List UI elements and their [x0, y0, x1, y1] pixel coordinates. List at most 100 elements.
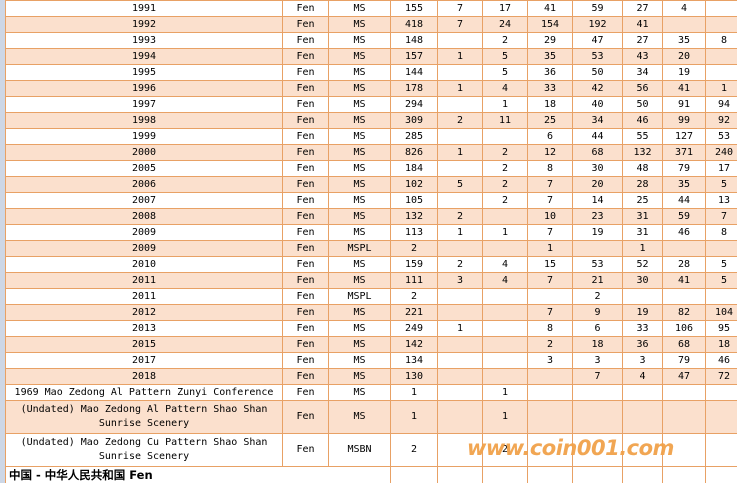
table-row: 1999 Fen MS 285 6 44 55 127 53 [5, 128, 737, 145]
table-row: 2018 Fen MS 130 7 4 47 72 [5, 368, 737, 385]
table-row: 1993 Fen MS 148 2 29 47 27 35 8 [5, 32, 737, 49]
cell-g70: 92 [705, 112, 737, 129]
table-row: 2015 Fen MS 142 2 18 36 68 18 [5, 336, 737, 353]
cell-g69 [662, 400, 706, 434]
cell-g70: 53 [705, 128, 737, 145]
cell-g70: 8 [705, 32, 737, 49]
cell-denom: Fen [282, 16, 329, 33]
cell-g66: 7 [527, 192, 573, 209]
cell-g66: 7 [527, 224, 573, 241]
cell-g66 [527, 433, 573, 467]
cell-g69: 35 [662, 176, 706, 193]
cell-g66 [527, 288, 573, 305]
table-row: 2012 Fen MS 221 7 9 19 82 104 [5, 304, 737, 321]
cell-year: 2007 [5, 192, 283, 209]
cell-g64 [437, 352, 483, 369]
cell-denom: Fen [282, 128, 329, 145]
cell-g68: 56 [622, 80, 663, 97]
cell-g65: 1 [482, 96, 528, 113]
cell-total: 105 [390, 192, 438, 209]
table-row: 1969 Mao Zedong Al Pattern Zunyi Confere… [5, 384, 737, 401]
table-row: (Undated) Mao Zedong Cu Pattern Shao Sha… [5, 433, 737, 467]
cell-year: 2018 [5, 368, 283, 385]
cell-g66: 15 [527, 256, 573, 273]
cell-g70: 5 [705, 272, 737, 289]
cell-symbol: MSPL [328, 240, 391, 257]
cell-year: (Undated) Mao Zedong Cu Pattern Shao Sha… [5, 433, 283, 467]
cell-g67: 20 [572, 176, 623, 193]
table-row: 2005 Fen MS 184 2 8 30 48 79 17 [5, 160, 737, 177]
cell-g65 [482, 352, 528, 369]
cell-denom: Fen [282, 224, 329, 241]
table-row: 2006 Fen MS 102 5 2 7 20 28 35 5 [5, 176, 737, 193]
cell-g67: 19 [572, 224, 623, 241]
cell-g70: 94 [705, 96, 737, 113]
cell-g67: 18 [572, 336, 623, 353]
cell-symbol: MS [328, 64, 391, 81]
cell-total: 1 [390, 400, 438, 434]
cell-g70 [705, 384, 737, 401]
cell-g66: 12 [527, 144, 573, 161]
cell-g70: 5 [705, 176, 737, 193]
cell-year: 2015 [5, 336, 283, 353]
cell-g65: 1 [482, 224, 528, 241]
cell-year: 2006 [5, 176, 283, 193]
cell-g66: 2 [527, 336, 573, 353]
cell-g64: 1 [437, 224, 483, 241]
cell-year: 1999 [5, 128, 283, 145]
cell-denom: Fen [282, 32, 329, 49]
cell-g65: 5 [482, 64, 528, 81]
cell-g70 [705, 16, 737, 33]
cell-g64: 3 [437, 272, 483, 289]
cell-g70: 46 [705, 352, 737, 369]
cell-g66: 8 [527, 320, 573, 337]
cell-symbol: MS [328, 352, 391, 369]
cell-denom: Fen [282, 336, 329, 353]
table-row: 2010 Fen MS 159 2 4 15 53 52 28 5 [5, 256, 737, 273]
cell-symbol: MS [328, 208, 391, 225]
cell-g65: 2 [482, 32, 528, 49]
cell-denom: Fen [282, 400, 329, 434]
cell-g67: 9 [572, 304, 623, 321]
cell-g68: 41 [622, 16, 663, 33]
section-title-filler [572, 466, 623, 483]
cell-g69: 28 [662, 256, 706, 273]
cell-g70: 17 [705, 160, 737, 177]
cell-total: 249 [390, 320, 438, 337]
cell-year: 2005 [5, 160, 283, 177]
section-title-filler [482, 466, 528, 483]
cell-symbol: MS [328, 320, 391, 337]
cell-g67: 50 [572, 64, 623, 81]
cell-year: 1998 [5, 112, 283, 129]
cell-g64 [437, 304, 483, 321]
cell-total: 132 [390, 208, 438, 225]
cell-g66: 36 [527, 64, 573, 81]
cell-denom: Fen [282, 433, 329, 467]
cell-symbol: MS [328, 128, 391, 145]
cell-g68: 43 [622, 48, 663, 65]
cell-g66: 18 [527, 96, 573, 113]
cell-symbol: MS [328, 384, 391, 401]
cell-g64: 7 [437, 0, 483, 17]
cell-g66: 33 [527, 80, 573, 97]
cell-g67: 192 [572, 16, 623, 33]
cell-g70 [705, 288, 737, 305]
table-row: 1998 Fen MS 309 2 11 25 34 46 99 92 [5, 112, 737, 129]
cell-g66: 3 [527, 352, 573, 369]
cell-g66: 7 [527, 304, 573, 321]
cell-g69: 127 [662, 128, 706, 145]
section-title-filler [662, 466, 706, 483]
cell-g68: 27 [622, 32, 663, 49]
cell-g68: 27 [622, 0, 663, 17]
cell-g65: 2 [482, 433, 528, 467]
cell-g70: 7 [705, 208, 737, 225]
cell-g67: 30 [572, 160, 623, 177]
cell-year: 2011 [5, 288, 283, 305]
cell-g69: 91 [662, 96, 706, 113]
cell-g65: 2 [482, 160, 528, 177]
cell-g69: 47 [662, 368, 706, 385]
cell-g64: 1 [437, 144, 483, 161]
cell-total: 142 [390, 336, 438, 353]
cell-g65: 11 [482, 112, 528, 129]
cell-g65: 5 [482, 48, 528, 65]
